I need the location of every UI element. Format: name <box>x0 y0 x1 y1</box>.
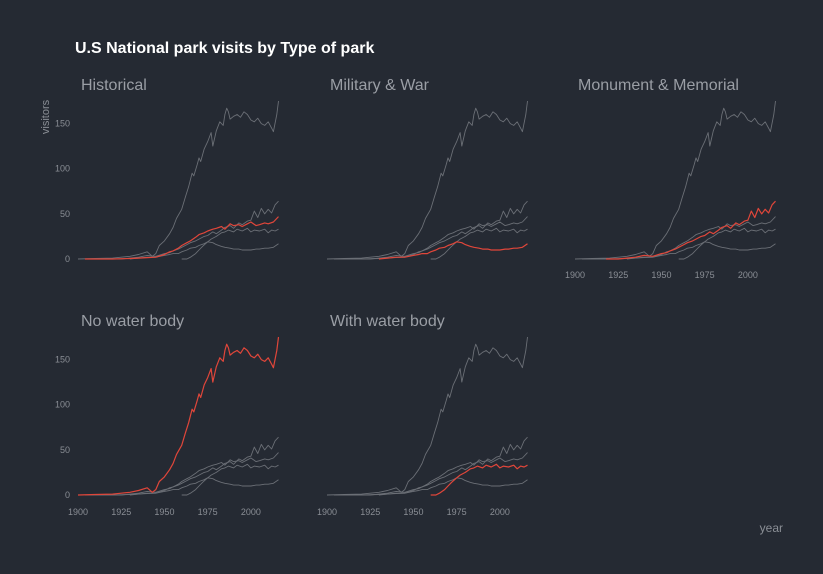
x-tick-label: 2000 <box>241 507 261 517</box>
highlight-line <box>77 336 280 496</box>
context-line <box>626 241 776 260</box>
panel-title: Monument & Memorial <box>578 77 739 94</box>
context-line <box>181 227 279 260</box>
context-line <box>84 452 279 496</box>
context-line <box>109 436 279 496</box>
x-tick-label: 1900 <box>565 270 585 280</box>
context-line <box>326 100 528 260</box>
x-tick-label: 1925 <box>608 270 628 280</box>
context-line <box>430 227 528 260</box>
x-tick-label: 1900 <box>317 507 337 517</box>
x-tick-label: 1950 <box>651 270 671 280</box>
context-line <box>129 241 279 260</box>
y-tick-label: 50 <box>60 445 70 455</box>
panel-historical: Historical 0 50 100 150 <box>55 77 279 264</box>
x-tick-label: 1975 <box>447 507 467 517</box>
context-line <box>333 452 528 496</box>
panel-with-water-body: With water body 1900 1925 1950 1975 2000 <box>317 313 528 517</box>
context-line <box>378 477 528 496</box>
context-line <box>109 200 279 260</box>
highlight-line <box>606 200 776 260</box>
panel-title: With water body <box>330 313 445 330</box>
x-tick-label: 1950 <box>154 507 174 517</box>
x-tick-label: 1925 <box>360 507 380 517</box>
x-axis-label: year <box>760 521 783 535</box>
x-tick-label: 1925 <box>111 507 131 517</box>
context-line <box>326 336 528 496</box>
context-line <box>129 477 279 496</box>
panel-title: No water body <box>81 313 184 330</box>
highlight-line <box>430 463 528 496</box>
y-tick-label: 100 <box>55 164 70 174</box>
context-line <box>358 436 528 496</box>
highlight-line <box>84 216 279 260</box>
context-line <box>581 216 776 260</box>
context-line <box>574 100 776 260</box>
panel-title: Military & War <box>330 77 430 94</box>
x-tick-label: 2000 <box>490 507 510 517</box>
y-tick-label: 50 <box>60 209 70 219</box>
y-tick-label: 0 <box>65 254 70 264</box>
x-tick-label: 1975 <box>198 507 218 517</box>
context-line <box>358 200 528 260</box>
panels: Historical 0 50 100 150 Military & War Monumen… <box>55 77 776 517</box>
panel-title: Historical <box>81 77 147 94</box>
x-tick-label: 1950 <box>403 507 423 517</box>
y-axis-label: visitors <box>40 99 52 134</box>
context-line <box>77 100 279 260</box>
context-line <box>181 463 279 496</box>
panel-monument-memorial: Monument & Memorial 1900 1925 1950 1975 2000 <box>565 77 776 280</box>
y-tick-label: 100 <box>55 400 70 410</box>
x-tick-label: 1975 <box>695 270 715 280</box>
chart-title: U.S National park visits by Type of park <box>75 40 374 57</box>
y-tick-label: 0 <box>65 490 70 500</box>
panel-no-water-body: No water body 0 50 100 150 1900 1925 1950 1975 20… <box>55 313 280 517</box>
x-tick-label: 2000 <box>738 270 758 280</box>
y-tick-label: 150 <box>55 119 70 129</box>
context-line <box>678 227 776 260</box>
panel-military-war: Military & War <box>326 77 528 260</box>
highlight-line <box>378 241 528 260</box>
x-tick-label: 1900 <box>68 507 88 517</box>
context-line <box>333 216 528 260</box>
y-tick-label: 150 <box>55 355 70 365</box>
